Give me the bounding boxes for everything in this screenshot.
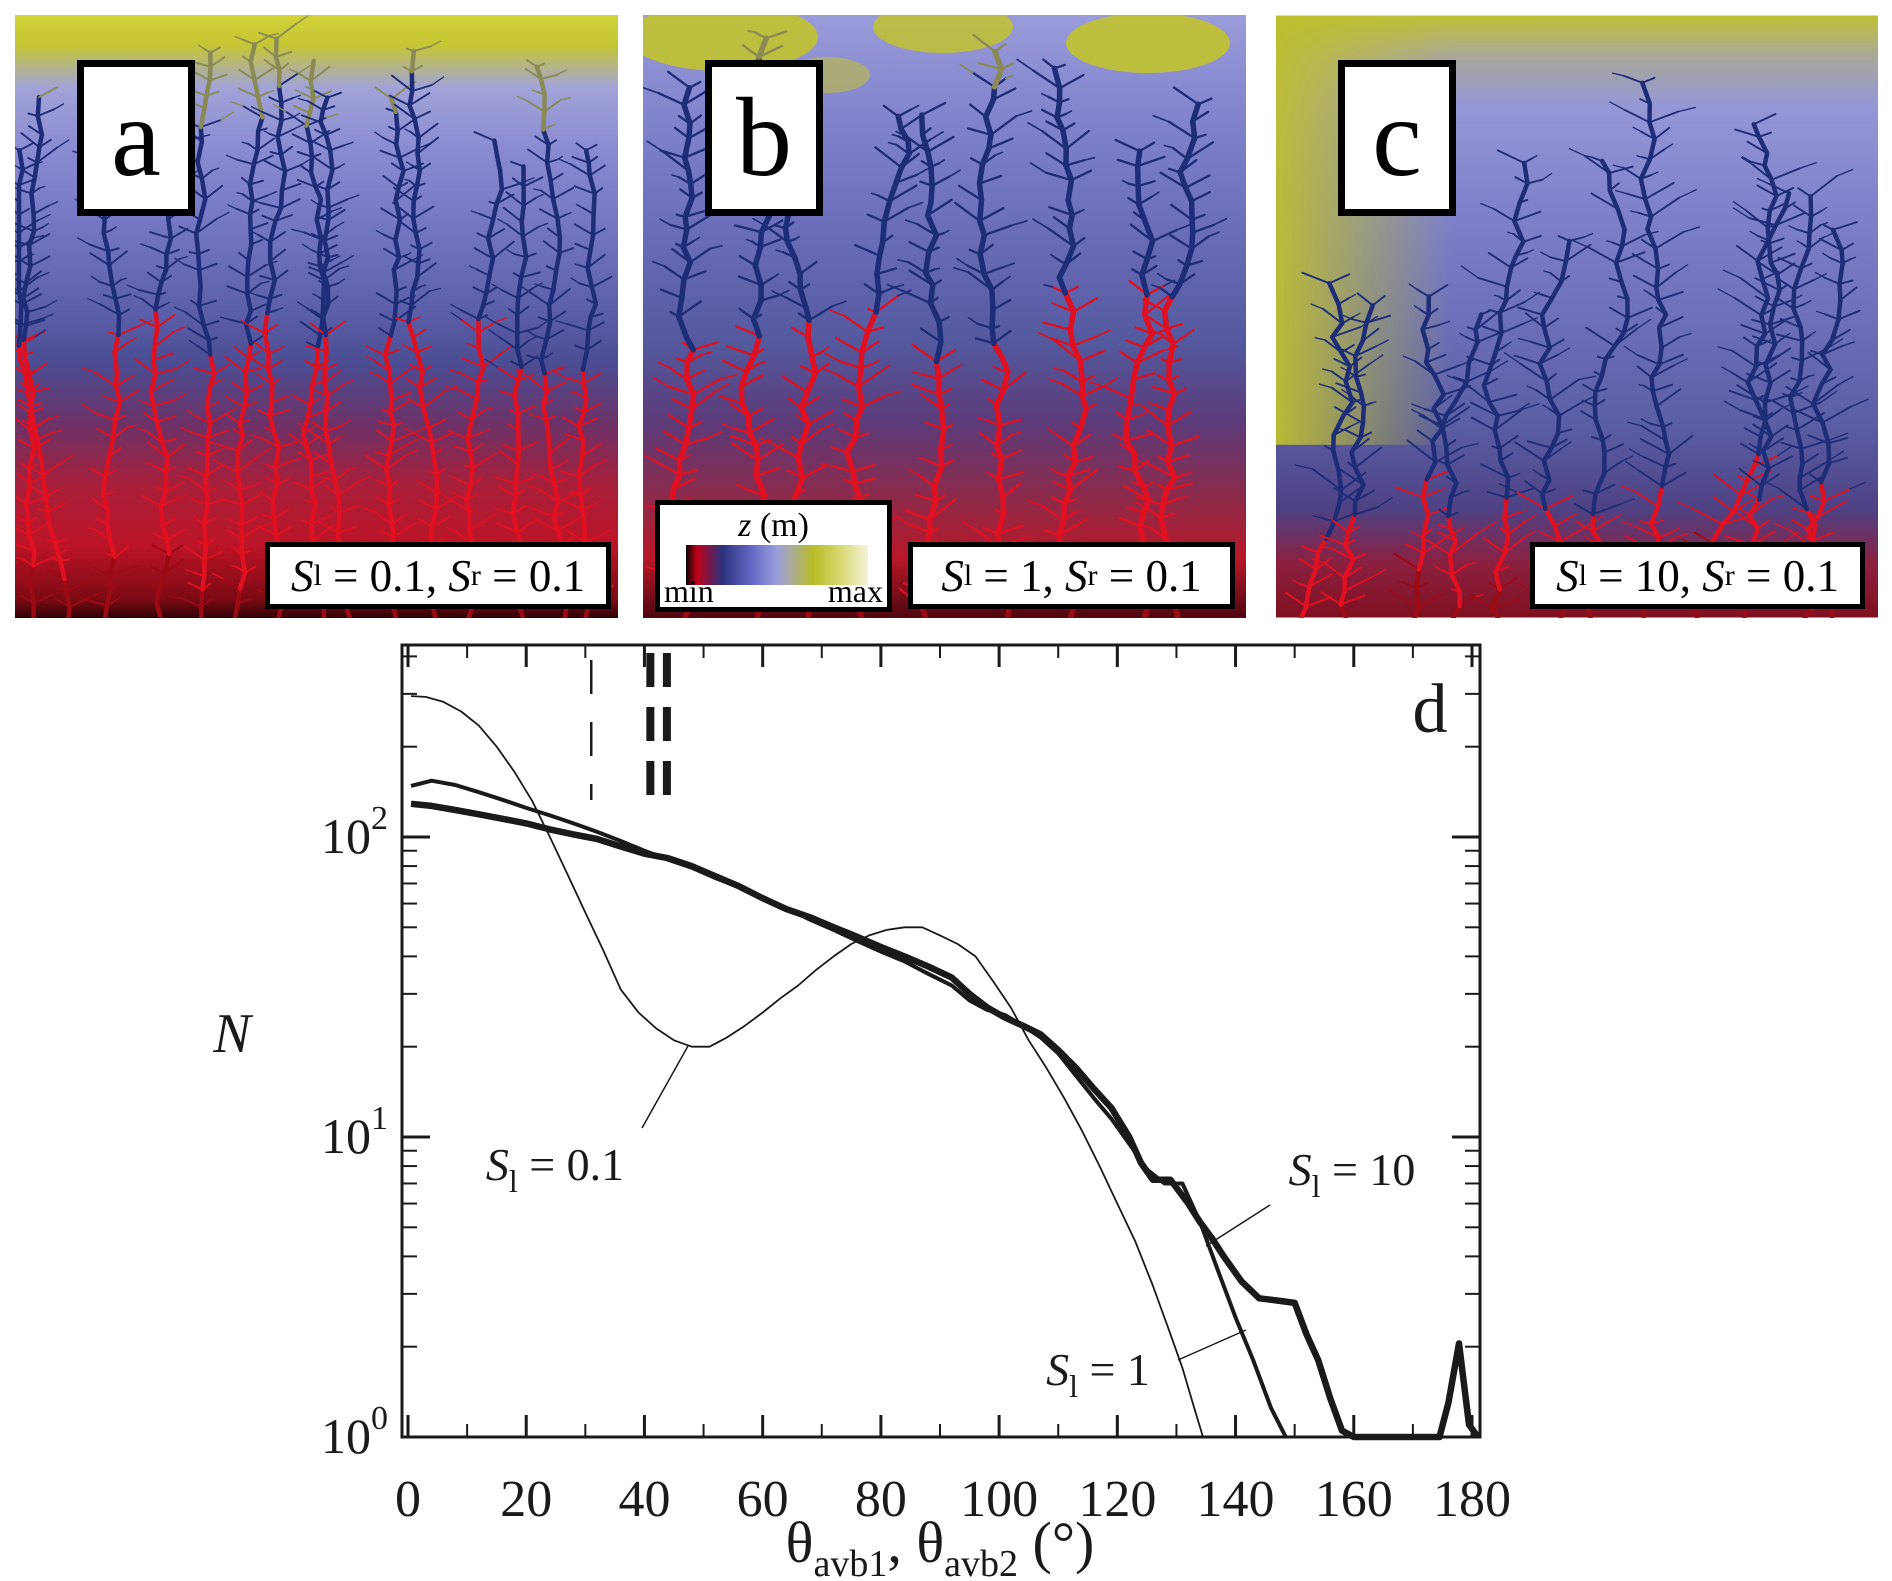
curve-sl-10 — [410, 800, 1481, 1441]
caption-symbol: S — [290, 550, 314, 601]
caption-symbol: S — [448, 550, 471, 601]
svg-text:140: 140 — [1197, 1471, 1275, 1528]
curve-label: Sl = 0.1 — [486, 1139, 624, 1199]
curve-label: Sl = 10 — [1289, 1144, 1416, 1204]
panel-label-a: a — [77, 60, 195, 216]
svg-text:80: 80 — [855, 1471, 907, 1528]
sr-value: 0.1 — [528, 550, 586, 601]
svg-text:0: 0 — [395, 1471, 421, 1528]
svg-text:102: 102 — [321, 800, 388, 864]
curve-sl-1 — [410, 778, 1288, 1438]
sr-value: 0.1 — [1782, 550, 1839, 601]
y-axis-title: N — [212, 1003, 253, 1065]
colorbar-min-label: min — [664, 573, 714, 609]
colorbar-range-labels: min max — [664, 575, 883, 607]
colorbar-max-label: max — [827, 573, 883, 609]
annotation-leader — [1177, 1329, 1247, 1361]
colorbar-gradient — [686, 545, 868, 585]
svg-text:20: 20 — [500, 1471, 552, 1528]
svg-text:60: 60 — [737, 1471, 789, 1528]
svg-text:180: 180 — [1433, 1471, 1511, 1528]
sl-value: 1 — [1020, 550, 1043, 601]
sl-value: 0.1 — [369, 550, 426, 601]
svg-text:100: 100 — [960, 1471, 1038, 1528]
sr-value: 0.1 — [1145, 550, 1202, 601]
svg-text:100: 100 — [321, 1400, 388, 1464]
svg-text:40: 40 — [618, 1471, 670, 1528]
sl-value: 10 — [1634, 550, 1680, 601]
panel-label-c: c — [1338, 60, 1456, 216]
annotation-leader — [1205, 1204, 1271, 1247]
svg-text:120: 120 — [1078, 1471, 1156, 1528]
colorbar-title: z (m) — [738, 507, 809, 544]
x-axis-title: θavb1, θavb2 (°) — [786, 1510, 1095, 1581]
panel-label-d: d — [1413, 671, 1448, 748]
svg-text:160: 160 — [1315, 1471, 1393, 1528]
terrain-map-c — [1276, 15, 1878, 618]
curve-label: Sl = 1 — [1046, 1344, 1150, 1404]
panel-label-b: b — [705, 60, 823, 216]
annotation-leader — [641, 1045, 689, 1129]
svg-text:101: 101 — [321, 1100, 388, 1164]
elevation-colorbar: z (m) min max — [655, 500, 892, 612]
